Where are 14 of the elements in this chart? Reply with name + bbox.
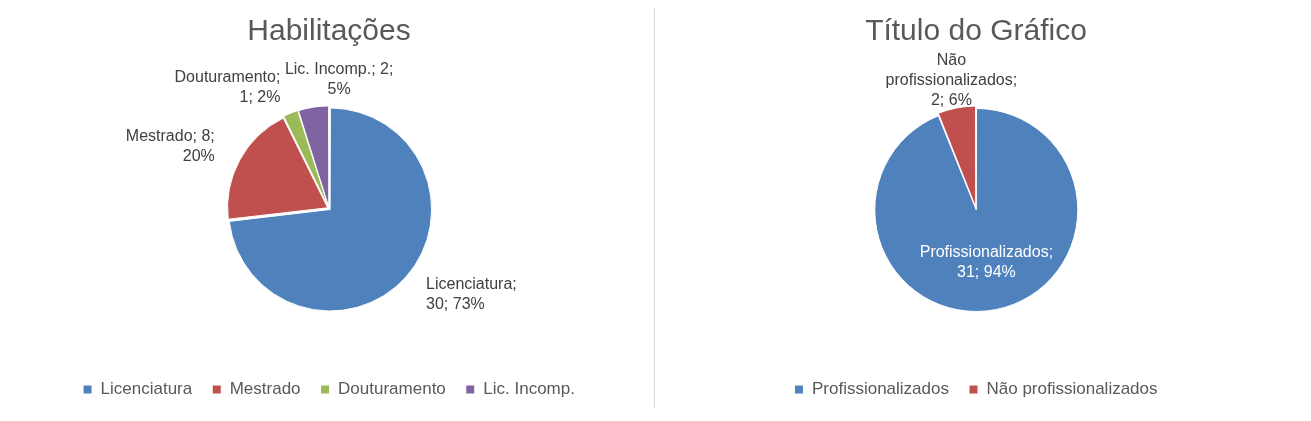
legend-label: Licenciatura [100, 379, 193, 399]
data-label: Não profissionalizados; 2; 6% [885, 51, 1018, 109]
legend-label: Lic. Incomp. [483, 379, 575, 399]
data-label: Licenciatura; 30; 73% [426, 275, 517, 313]
chart-title: Título do Gráfico [865, 13, 1087, 47]
data-label: Douturamento; 1; 2% [174, 68, 281, 106]
data-label: Mestrado; 8; 20% [125, 126, 215, 164]
legend-label: Profissionalizados [811, 379, 949, 399]
chart-title: Habilitações [247, 13, 411, 47]
data-label: Lic. Incomp.; 2; 5% [284, 60, 394, 98]
legend-label: Douturamento [338, 379, 446, 399]
data-label: Profissionalizados; 31; 94% [919, 242, 1054, 280]
legend-label: Não profissionalizados [986, 379, 1158, 399]
legend-label: Mestrado [229, 379, 301, 399]
